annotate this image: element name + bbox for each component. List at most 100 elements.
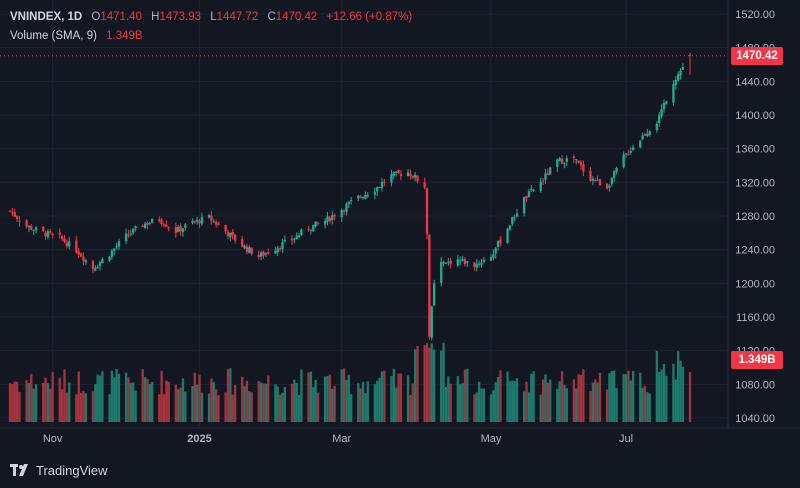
- volume-bar: [8, 383, 12, 422]
- candle-body: [615, 168, 618, 172]
- volume-bar: [264, 383, 268, 422]
- volume-bar: [151, 381, 154, 422]
- volume-bar: [466, 368, 469, 422]
- volume-bar: [440, 350, 443, 422]
- candle-body: [8, 210, 12, 212]
- volume-bar: [608, 373, 611, 422]
- volume-label[interactable]: Volume (SMA, 9): [10, 30, 97, 42]
- volume-bar: [295, 382, 298, 422]
- time-tick-label: Nov: [43, 433, 63, 445]
- low-value: 1447.72: [216, 11, 259, 23]
- volume-bar: [629, 380, 632, 422]
- volume-value: 1.349B: [106, 30, 143, 42]
- volume-bar: [359, 388, 362, 422]
- candle-body: [596, 179, 599, 181]
- volume-bar: [513, 381, 516, 422]
- volume-bar: [212, 382, 215, 422]
- price-tick-label: 1320.00: [735, 177, 775, 189]
- candle-body: [162, 224, 166, 226]
- candle-body: [217, 224, 220, 226]
- price-tick-label: 1240.00: [735, 245, 775, 257]
- volume-bar: [127, 377, 130, 422]
- candle-body: [432, 283, 436, 306]
- volume-bar: [648, 393, 651, 422]
- volume-bar: [58, 377, 61, 422]
- volume-bar: [231, 394, 234, 422]
- volume-bar: [456, 376, 459, 422]
- volume-bar: [262, 383, 265, 422]
- candle-body: [466, 261, 469, 263]
- volume-bar: [631, 370, 635, 422]
- candle-body: [475, 263, 478, 268]
- volume-bar: [316, 392, 320, 422]
- volume-bar: [250, 392, 253, 422]
- volume-bar: [409, 394, 412, 422]
- symbol-label[interactable]: VNINDEX, 1D: [10, 11, 83, 23]
- volume-bar: [110, 370, 114, 422]
- candle-body: [477, 263, 481, 265]
- volume-bar: [527, 392, 531, 422]
- volume-bar: [624, 374, 628, 422]
- candle-body: [262, 251, 265, 256]
- volume-bar: [672, 363, 675, 422]
- candle-body: [558, 158, 561, 161]
- volume-bar: [25, 380, 28, 422]
- volume-bar: [49, 388, 52, 422]
- price-axis[interactable]: 1040.001080.001120.001160.001200.001240.…: [735, 9, 775, 425]
- candle-body: [565, 158, 568, 162]
- candle-body: [196, 219, 199, 222]
- volume-bar: [18, 391, 21, 422]
- candle-body: [447, 261, 450, 263]
- candle-body: [345, 204, 348, 212]
- candle-body: [506, 228, 509, 243]
- ohlc-legend: VNINDEX, 1D O1471.40 H1473.93 L1447.72 C…: [10, 8, 412, 26]
- volume-bar: [13, 381, 16, 422]
- candle-body: [591, 178, 595, 181]
- candle-body: [350, 200, 353, 202]
- candle-body: [608, 185, 611, 188]
- volume-bar: [307, 372, 310, 422]
- volume-bar: [480, 388, 483, 422]
- candle-body: [245, 246, 249, 252]
- candle-body: [51, 233, 54, 235]
- volume-bar: [681, 366, 685, 422]
- candle-body: [648, 131, 651, 136]
- grid-lines: [0, 0, 800, 429]
- candle-body: [158, 219, 161, 222]
- candle-body: [115, 246, 118, 248]
- time-axis[interactable]: Nov 2025 Mar May Jul: [43, 433, 633, 445]
- candle-body: [233, 234, 237, 241]
- tradingview-branding[interactable]: TradingView: [10, 458, 108, 482]
- volume-bar: [461, 383, 464, 422]
- candle-body: [646, 133, 649, 136]
- candle-body: [440, 261, 443, 283]
- candle-body: [522, 196, 526, 214]
- volume-bar: [376, 380, 379, 422]
- candle-body: [98, 262, 102, 266]
- candle-body: [660, 109, 663, 117]
- candle-body: [492, 254, 495, 259]
- candle-body: [496, 240, 500, 247]
- volume-legend: Volume (SMA, 9) 1.349B: [10, 30, 143, 42]
- volume-bar: [160, 370, 163, 422]
- candle-body: [380, 182, 384, 188]
- candle-body: [340, 210, 343, 218]
- candle-body: [214, 222, 218, 225]
- volume-bar: [293, 379, 296, 422]
- candle-body: [383, 181, 386, 183]
- volume-bar: [177, 389, 180, 422]
- candle-body: [124, 233, 128, 242]
- volume-bar: [525, 381, 528, 422]
- candle-body: [376, 187, 379, 192]
- candle-body: [508, 225, 512, 230]
- last-price-tag: 1470.42: [731, 46, 783, 65]
- volume-bar: [655, 350, 658, 422]
- candle-body: [198, 220, 201, 224]
- volume-bar: [248, 391, 251, 422]
- candlesticks: [8, 52, 692, 341]
- candle-body: [444, 262, 448, 264]
- volume-bar: [414, 349, 417, 422]
- volume-bar: [331, 388, 334, 422]
- candle-body: [243, 245, 246, 249]
